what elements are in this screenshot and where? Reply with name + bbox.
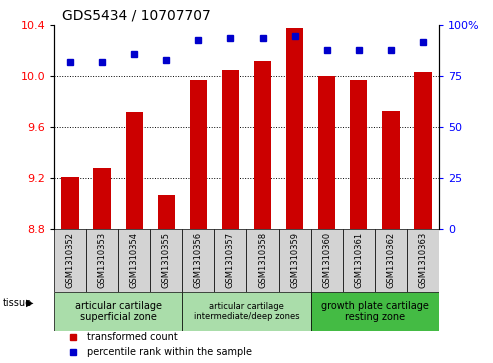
Bar xyxy=(158,195,175,229)
Bar xyxy=(311,229,343,292)
Text: articular cartilage
intermediate/deep zones: articular cartilage intermediate/deep zo… xyxy=(194,302,299,321)
Text: GSM1310353: GSM1310353 xyxy=(98,232,107,288)
Bar xyxy=(350,80,367,229)
Bar xyxy=(190,80,207,229)
Bar xyxy=(375,229,407,292)
Bar xyxy=(318,76,335,229)
Text: transformed count: transformed count xyxy=(87,332,177,342)
Bar xyxy=(407,229,439,292)
Text: articular cartilage
superficial zone: articular cartilage superficial zone xyxy=(75,301,162,322)
Text: GSM1310352: GSM1310352 xyxy=(66,232,75,288)
Bar xyxy=(254,61,271,229)
Bar xyxy=(150,229,182,292)
Text: GSM1310354: GSM1310354 xyxy=(130,232,139,288)
Text: GSM1310362: GSM1310362 xyxy=(386,232,395,288)
Text: GDS5434 / 10707707: GDS5434 / 10707707 xyxy=(62,9,211,23)
Bar xyxy=(286,28,303,229)
Bar xyxy=(126,112,143,229)
Text: tissue: tissue xyxy=(2,298,32,308)
Text: ▶: ▶ xyxy=(26,298,34,308)
Text: GSM1310359: GSM1310359 xyxy=(290,232,299,288)
Bar xyxy=(118,229,150,292)
Bar xyxy=(182,229,214,292)
Bar xyxy=(414,73,431,229)
Bar xyxy=(311,292,439,331)
Text: GSM1310358: GSM1310358 xyxy=(258,232,267,288)
Bar xyxy=(214,229,246,292)
Text: GSM1310357: GSM1310357 xyxy=(226,232,235,288)
Bar xyxy=(94,168,111,229)
Text: GSM1310356: GSM1310356 xyxy=(194,232,203,288)
Bar xyxy=(279,229,311,292)
Bar xyxy=(62,177,79,229)
Bar xyxy=(182,292,311,331)
Bar xyxy=(343,229,375,292)
Bar xyxy=(222,70,239,229)
Text: GSM1310355: GSM1310355 xyxy=(162,232,171,288)
Text: GSM1310361: GSM1310361 xyxy=(354,232,363,288)
Bar xyxy=(382,111,399,229)
Bar xyxy=(54,229,86,292)
Text: percentile rank within the sample: percentile rank within the sample xyxy=(87,347,252,357)
Bar xyxy=(246,229,279,292)
Text: GSM1310360: GSM1310360 xyxy=(322,232,331,288)
Bar xyxy=(86,229,118,292)
Text: growth plate cartilage
resting zone: growth plate cartilage resting zone xyxy=(321,301,428,322)
Text: GSM1310363: GSM1310363 xyxy=(418,232,427,289)
Bar xyxy=(54,292,182,331)
